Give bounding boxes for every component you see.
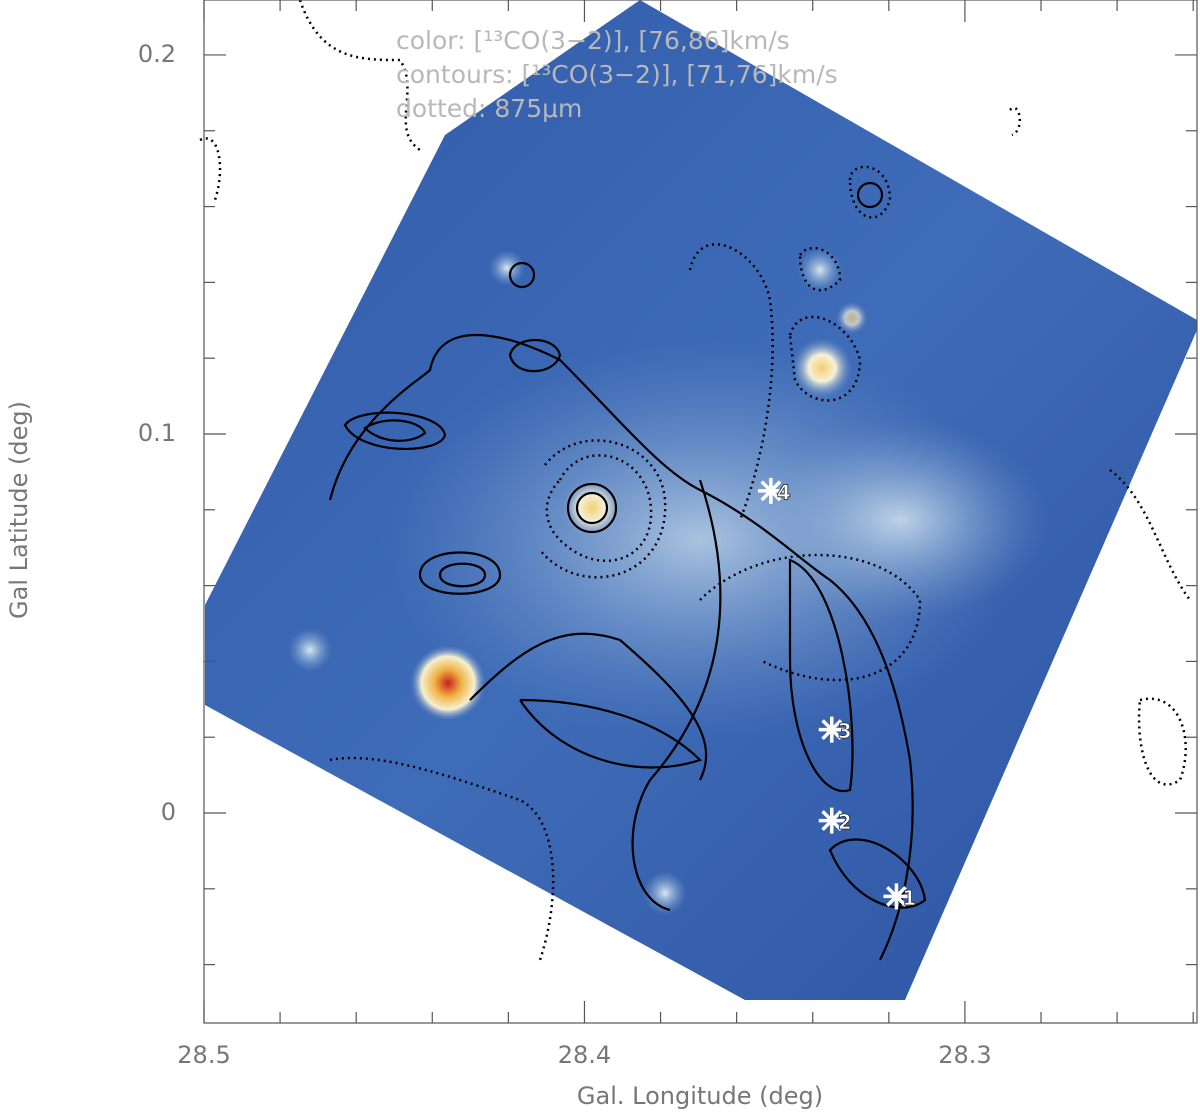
marker-label: 2 <box>838 810 852 834</box>
contours <box>328 181 927 961</box>
y-tick-label: 0.1 <box>138 419 176 447</box>
x-axis-label: Gal. Longitude (deg) <box>577 1082 823 1110</box>
annotations: color: [¹³CO(3−2)], [76,86]km/s contours:… <box>396 26 838 123</box>
star-marker <box>818 807 845 834</box>
marker-label: 3 <box>838 719 852 743</box>
axes: 28.5 28.4 28.3 0 0.1 0.2 <box>138 0 1197 1069</box>
annotation: dotted: 875μm <box>396 94 582 123</box>
intensity-image <box>205 0 1197 1000</box>
x-tick-label: 28.3 <box>938 1041 991 1069</box>
x-tick-label: 28.4 <box>558 1041 611 1069</box>
marker-label: 1 <box>902 886 916 910</box>
plot-frame <box>203 0 1198 1024</box>
marker-label: 4 <box>777 480 791 504</box>
markers: 1 2 3 4 <box>757 477 917 910</box>
y-tick-label: 0 <box>161 798 176 826</box>
star-marker <box>883 883 910 910</box>
x-tick-label: 28.5 <box>177 1041 230 1069</box>
star-marker <box>757 477 784 504</box>
star-marker <box>818 716 845 743</box>
annotation: color: [¹³CO(3−2)], [76,86]km/s <box>396 26 790 55</box>
y-tick-label: 0.2 <box>138 40 176 68</box>
y-axis-label: Gal Latitude (deg) <box>5 401 33 619</box>
annotation: contours: [¹³CO(3−2)], [71,76]km/s <box>396 60 838 89</box>
